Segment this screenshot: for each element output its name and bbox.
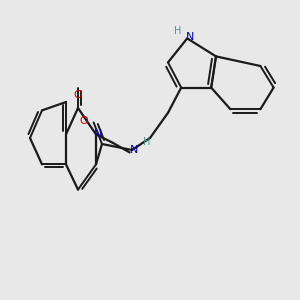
Text: H: H (143, 136, 150, 147)
Text: O: O (74, 90, 82, 100)
Text: H: H (174, 26, 181, 36)
Text: N: N (94, 129, 103, 140)
Text: O: O (80, 116, 88, 126)
Text: N: N (130, 145, 139, 155)
Text: N: N (185, 32, 194, 42)
